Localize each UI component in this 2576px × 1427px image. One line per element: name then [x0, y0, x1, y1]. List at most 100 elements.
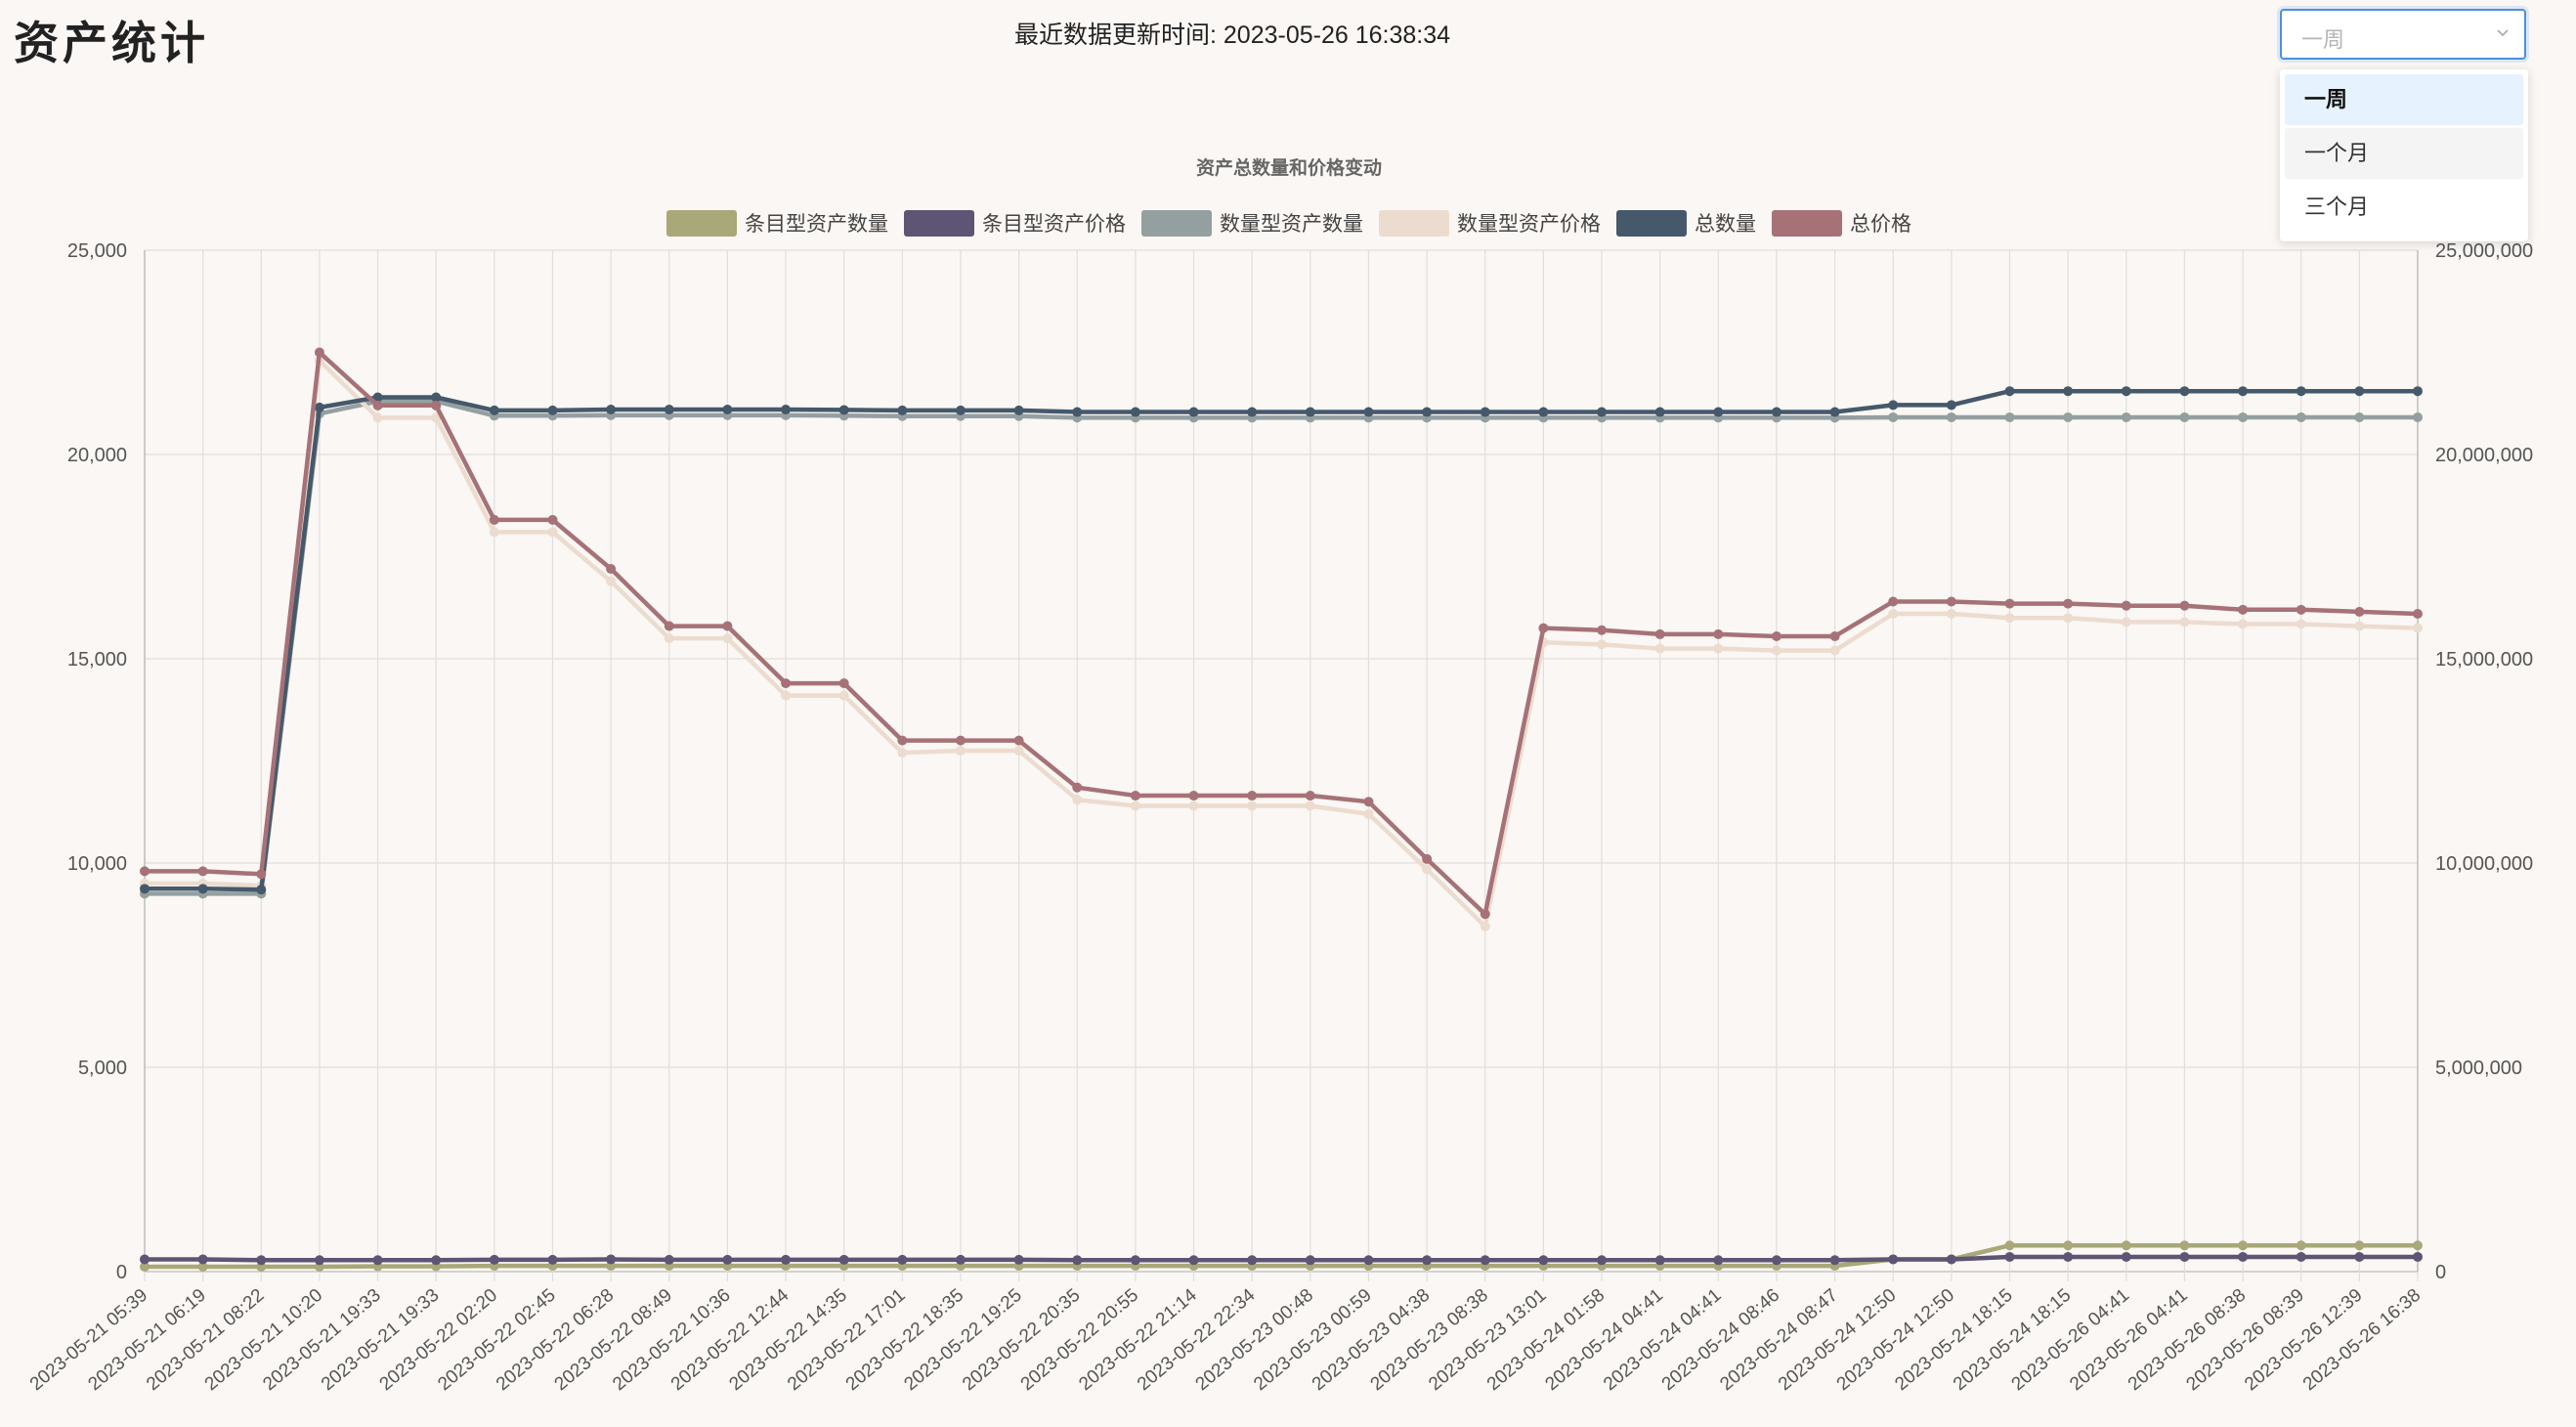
- series-line: [145, 350, 2419, 917]
- data-point: [2063, 613, 2074, 624]
- data-point: [431, 392, 442, 403]
- data-point: [2354, 411, 2365, 422]
- data-point: [1188, 791, 1199, 801]
- data-point: [2413, 609, 2423, 620]
- option-one-week[interactable]: 一周: [2285, 74, 2523, 125]
- data-point: [897, 748, 908, 758]
- data-point: [1013, 735, 1024, 746]
- data-point: [1654, 407, 1665, 417]
- data-point: [1946, 400, 1956, 411]
- data-point: [1305, 791, 1315, 801]
- data-point: [2063, 386, 2074, 397]
- data-point: [955, 405, 966, 415]
- data-point: [2354, 1240, 2365, 1251]
- data-point: [547, 405, 558, 415]
- data-point: [781, 1254, 792, 1265]
- data-point: [1130, 791, 1140, 801]
- legend-swatch: [1772, 210, 1842, 237]
- data-point: [2238, 604, 2249, 615]
- data-point: [2121, 1240, 2131, 1251]
- data-point: [897, 1254, 908, 1265]
- data-point: [372, 412, 383, 423]
- option-three-months[interactable]: 三个月: [2304, 195, 2370, 219]
- data-point: [2238, 1251, 2249, 1262]
- data-point: [838, 690, 849, 701]
- data-point: [2354, 1251, 2365, 1262]
- data-point: [2004, 613, 2015, 624]
- legend-label: 数量型资产数量: [1220, 213, 1363, 236]
- data-point: [1597, 1255, 1608, 1266]
- data-point: [664, 633, 674, 644]
- data-point: [1363, 407, 1374, 417]
- data-point: [1072, 407, 1083, 417]
- data-point: [1829, 1255, 1840, 1266]
- data-point: [2004, 386, 2015, 397]
- time-range-select[interactable]: 一周: [2280, 9, 2526, 60]
- data-point: [1713, 407, 1724, 417]
- data-point: [722, 633, 733, 644]
- data-point: [1305, 407, 1315, 417]
- data-point: [314, 1255, 324, 1266]
- option-one-month[interactable]: 一个月: [2285, 128, 2523, 179]
- data-point: [955, 1254, 966, 1265]
- data-point: [2354, 606, 2365, 617]
- data-point: [2238, 386, 2249, 397]
- y-left-tick-label: 20,000: [67, 445, 127, 466]
- data-point: [1946, 596, 1956, 607]
- series-line: [145, 1242, 2418, 1270]
- data-point: [2179, 1251, 2190, 1262]
- data-point: [547, 514, 558, 525]
- data-point: [1597, 625, 1608, 635]
- data-point: [955, 735, 966, 746]
- data-point: [1771, 1255, 1782, 1266]
- data-point: [2004, 598, 2015, 609]
- data-point: [314, 347, 324, 358]
- data-point: [2413, 386, 2423, 397]
- data-point: [1654, 643, 1665, 654]
- data-point: [955, 746, 966, 757]
- y-right-tick-label: 0: [2435, 1262, 2446, 1283]
- data-point: [2296, 1251, 2306, 1262]
- data-point: [1946, 411, 1956, 422]
- data-point: [2004, 411, 2015, 422]
- data-point: [1771, 631, 1782, 642]
- data-point: [1072, 1255, 1083, 1266]
- data-point: [431, 400, 442, 411]
- data-point: [2121, 1251, 2131, 1262]
- data-point: [197, 1254, 208, 1265]
- data-point: [372, 400, 383, 411]
- data-point: [1305, 800, 1315, 811]
- series-line: [145, 388, 2418, 892]
- data-point: [489, 405, 499, 415]
- data-point: [372, 1255, 383, 1266]
- data-point: [1829, 631, 1840, 642]
- data-point: [197, 884, 208, 894]
- page-title: 资产统计: [14, 17, 209, 69]
- data-point: [1013, 746, 1024, 757]
- y-right-tick-label: 5,000,000: [2435, 1058, 2522, 1079]
- data-point: [197, 866, 208, 877]
- last-update-text: 最近数据更新时间: 2023-05-26 16:38:34: [1014, 22, 1451, 49]
- legend-swatch: [904, 210, 974, 237]
- data-point: [489, 527, 499, 538]
- chart-title: 资产总数量和价格变动: [1196, 156, 1382, 179]
- data-point: [2179, 411, 2190, 422]
- data-point: [1422, 407, 1433, 417]
- data-point: [838, 1254, 849, 1265]
- data-point: [2413, 1251, 2423, 1262]
- data-point: [2296, 386, 2306, 397]
- data-point: [197, 1261, 208, 1272]
- data-point: [722, 405, 733, 415]
- data-point: [897, 405, 908, 415]
- legend-label: 数量型资产价格: [1457, 213, 1601, 236]
- data-point: [256, 869, 267, 880]
- data-point: [2238, 1240, 2249, 1251]
- data-point: [2063, 1251, 2074, 1262]
- data-point: [1480, 921, 1490, 931]
- data-point: [2413, 623, 2423, 633]
- data-point: [2238, 619, 2249, 629]
- data-point: [1422, 853, 1433, 864]
- data-point: [1597, 639, 1608, 650]
- data-point: [1888, 411, 1899, 422]
- data-point: [140, 884, 150, 894]
